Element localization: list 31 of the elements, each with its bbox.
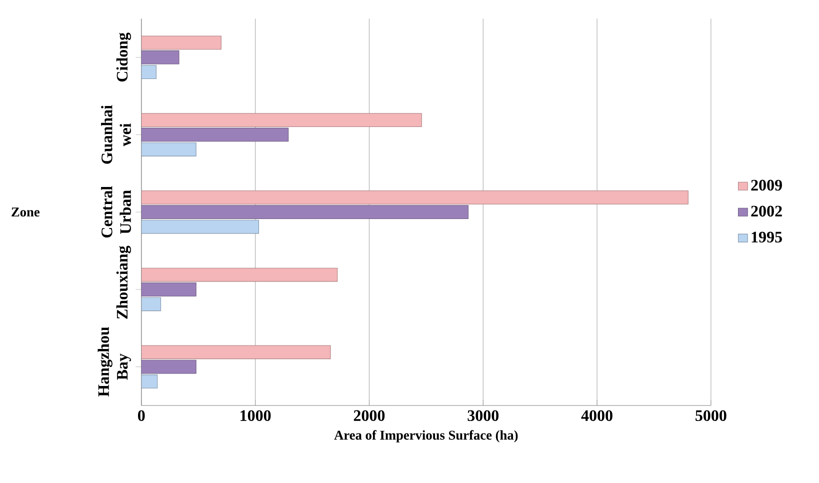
legend-label: 2009 xyxy=(751,180,782,191)
x-tick-label: 1000 xyxy=(240,410,271,422)
bar xyxy=(141,268,338,282)
bar xyxy=(141,65,156,80)
bar xyxy=(141,113,422,128)
y-tick-label: Cidong xyxy=(116,32,131,82)
x-tick-label: 4000 xyxy=(581,410,612,422)
legend-label: 1995 xyxy=(752,232,782,243)
bar xyxy=(141,297,162,312)
bar xyxy=(141,36,222,50)
bar xyxy=(141,282,196,296)
bar xyxy=(141,345,331,360)
y-tick-label: Hangzhou Bay xyxy=(98,327,131,397)
x-axis-title: Area of Impervious Surface (ha) xyxy=(334,430,518,442)
bar xyxy=(141,128,289,142)
bar xyxy=(141,360,196,374)
y-axis-title: Zone xyxy=(12,208,40,217)
x-tick-label: 3000 xyxy=(468,410,499,422)
y-tick-label: Zhouxiang xyxy=(116,246,131,319)
x-tick-label: 5000 xyxy=(696,410,726,422)
y-tick-label: Central Urban xyxy=(101,186,131,238)
bar xyxy=(141,205,469,220)
legend-label: 2002 xyxy=(751,206,782,217)
bar xyxy=(141,50,180,64)
bar xyxy=(141,374,158,388)
x-tick-label: 2000 xyxy=(354,410,385,422)
bar xyxy=(141,220,259,234)
y-tick-label: Guanhai wei xyxy=(101,105,131,164)
bar xyxy=(141,142,196,156)
bar xyxy=(141,190,688,204)
x-tick-label: 0 xyxy=(138,410,145,422)
